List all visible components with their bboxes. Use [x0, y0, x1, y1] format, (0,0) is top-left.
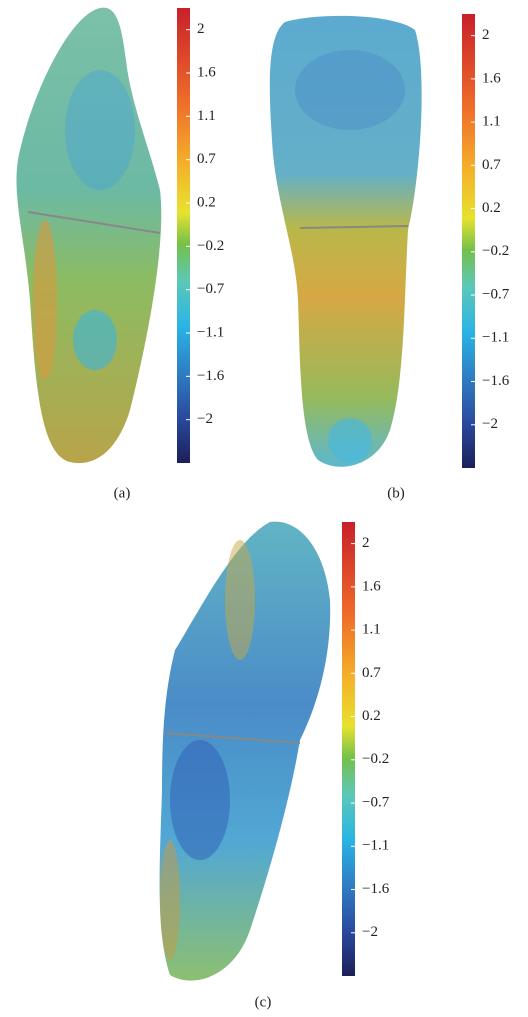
- colorbar-label: −2: [197, 411, 213, 427]
- colorbar-label: −1.1: [362, 838, 389, 854]
- colorbar-label: 0.7: [197, 151, 216, 167]
- colorbar-label: 0.2: [362, 708, 381, 724]
- colorbar-label: 1.1: [482, 114, 501, 130]
- caption: (c): [255, 994, 272, 1010]
- colorbar-label: 1.6: [482, 70, 501, 86]
- colorbar: [462, 14, 475, 468]
- colorbar-label: 0.7: [482, 157, 501, 173]
- colorbar-label: −1.6: [197, 368, 225, 384]
- colorbar: [342, 522, 355, 976]
- colorbar-label: −0.7: [362, 794, 390, 810]
- colorbar-label: −1.1: [197, 324, 224, 340]
- colorbar-label: 2: [482, 27, 490, 43]
- colorbar-label: −1.6: [362, 881, 390, 897]
- colorbar-label: 1.1: [197, 108, 216, 124]
- shading: [225, 540, 255, 660]
- colorbar-label: −2: [482, 416, 498, 432]
- colorbar-label: −0.2: [197, 238, 224, 254]
- shading: [295, 50, 405, 130]
- colorbar-label: −1.6: [482, 373, 510, 389]
- colorbar-label: 2: [362, 535, 370, 551]
- colorbar-label: 0.2: [482, 200, 501, 216]
- colorbar-label: 1.6: [197, 64, 216, 80]
- shading: [160, 840, 180, 960]
- colorbar-label: −2: [362, 924, 378, 940]
- colorbar-label: 0.2: [197, 194, 216, 210]
- shading: [328, 418, 372, 462]
- colorbar-label: 2: [197, 21, 205, 37]
- colorbar-label: −0.2: [362, 751, 389, 767]
- colorbar-label: 1.1: [362, 622, 381, 638]
- shading: [33, 220, 57, 380]
- colorbar-label: 0.7: [362, 665, 381, 681]
- shading: [65, 70, 135, 190]
- colorbar-label: −1.1: [482, 330, 509, 346]
- colorbar-label: 1.6: [362, 578, 381, 594]
- shading: [73, 310, 117, 370]
- colorbar-label: −0.7: [197, 281, 225, 297]
- shading: [170, 740, 230, 860]
- caption: (a): [114, 485, 131, 501]
- colorbar: [177, 8, 190, 463]
- figure-canvas: (a) (b) (c) 2 1.6 1.1 0.7 0.2 −0.2 −0.7 −1.1 −1.…: [0, 0, 528, 1017]
- figure: (a) (b) (c) 2 1.6 1.1 0.7 0.2 −0.2 −0.7 −1.1 −1.…: [0, 0, 528, 1017]
- caption: (b): [387, 485, 405, 501]
- colorbar-label: −0.7: [482, 286, 510, 302]
- colorbar-label: −0.2: [482, 243, 509, 259]
